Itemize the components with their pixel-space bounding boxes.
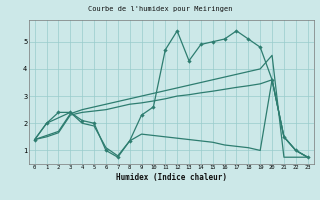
X-axis label: Humidex (Indice chaleur): Humidex (Indice chaleur) (116, 173, 227, 182)
Text: Courbe de l'humidex pour Meiringen: Courbe de l'humidex pour Meiringen (88, 6, 232, 12)
